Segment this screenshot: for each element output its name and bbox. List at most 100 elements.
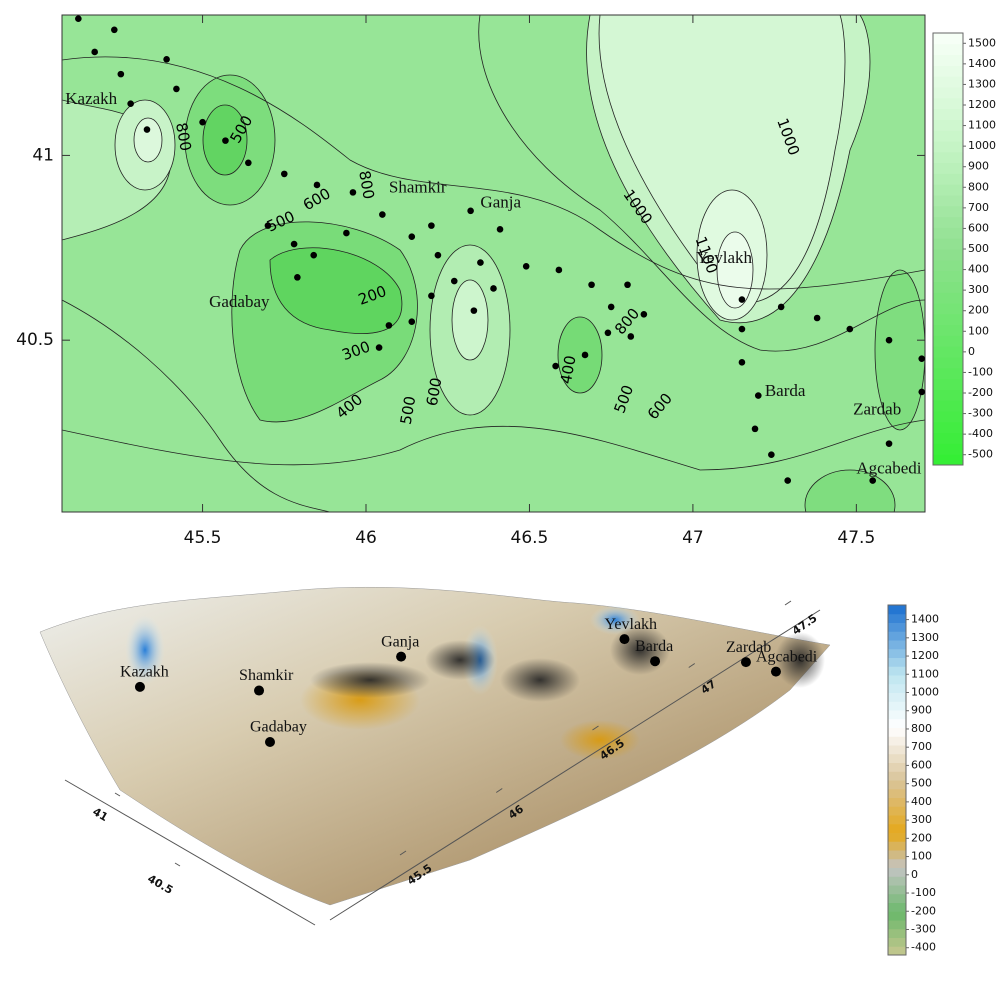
colorbar-label: 1200 xyxy=(911,649,939,662)
city-marker xyxy=(134,681,145,692)
colorbar-cell xyxy=(933,205,963,218)
colorbar-cell xyxy=(888,815,906,825)
colorbar-cell xyxy=(933,411,963,423)
colorbar-cell xyxy=(888,832,906,842)
colorbar-cell xyxy=(888,806,906,816)
colorbar-label: 500 xyxy=(968,242,989,255)
station xyxy=(477,259,484,266)
colorbar-cell xyxy=(888,858,906,868)
axis-line xyxy=(64,779,316,926)
x-tick-label: 47.5 xyxy=(837,528,875,548)
colorbar-cell xyxy=(933,33,963,45)
city-marker xyxy=(740,657,751,668)
colorbar-label: 1000 xyxy=(911,686,939,699)
colorbar-cell xyxy=(888,928,906,938)
station xyxy=(343,229,350,237)
colorbar-cell xyxy=(933,227,963,239)
station xyxy=(349,189,357,196)
station xyxy=(885,440,893,447)
x-tick xyxy=(592,725,599,731)
colorbar-cell xyxy=(933,443,963,455)
contour-label: 400 xyxy=(557,354,580,385)
colorbar-label: 100 xyxy=(911,850,932,863)
colorbar-cell xyxy=(933,270,963,282)
station xyxy=(75,15,82,22)
station xyxy=(846,325,854,333)
city-marker xyxy=(619,634,630,645)
colorbar-cell xyxy=(933,54,963,66)
station xyxy=(375,344,383,351)
station xyxy=(245,159,252,167)
contour-label: 500 xyxy=(397,395,420,426)
colorbar-cell xyxy=(888,771,906,781)
axis-line xyxy=(329,609,821,921)
station xyxy=(522,262,530,270)
station xyxy=(467,207,474,215)
station xyxy=(117,70,125,78)
city-label: Zardab xyxy=(853,399,901,418)
colorbar-cell xyxy=(933,216,963,228)
y-tick xyxy=(174,862,181,867)
colorbar-label: 0 xyxy=(911,868,918,881)
station xyxy=(627,333,635,340)
colorbar-label: 900 xyxy=(911,704,932,717)
station xyxy=(751,425,759,433)
y-tick-label: 40.5 xyxy=(16,330,54,350)
station xyxy=(428,222,435,229)
x-tick xyxy=(688,663,696,668)
colorbar-cell xyxy=(933,119,963,131)
colorbar-label: -200 xyxy=(911,904,936,917)
station xyxy=(869,477,876,484)
colorbar-cell xyxy=(888,946,906,956)
station xyxy=(581,351,589,359)
city-marker xyxy=(265,737,275,747)
station xyxy=(588,281,595,289)
city-label: Ganja xyxy=(480,192,521,211)
colorbar-frame xyxy=(887,604,907,956)
colorbar-label: 600 xyxy=(968,221,989,234)
colorbar-cell xyxy=(888,745,906,755)
colorbar-cell xyxy=(888,780,906,790)
colorbar-cell xyxy=(933,195,963,207)
colorbar-label: 1300 xyxy=(911,631,939,644)
station xyxy=(470,307,478,314)
colorbar-cell xyxy=(888,710,906,720)
colorbar-cell xyxy=(888,911,906,921)
x-tick-label: 46 xyxy=(355,528,377,548)
station xyxy=(784,477,792,484)
colorbar-label: 700 xyxy=(911,740,932,753)
station xyxy=(738,325,746,333)
colorbar-cell xyxy=(933,162,963,174)
colorbar-cell xyxy=(933,389,963,401)
colorbar-cell xyxy=(888,876,906,886)
colorbar-cell xyxy=(933,141,963,153)
colorbar-cell xyxy=(933,108,963,120)
colorbar-cell xyxy=(888,841,906,851)
contour-lines xyxy=(62,15,925,512)
map-frame xyxy=(61,14,926,513)
station xyxy=(624,281,631,289)
station xyxy=(290,240,298,248)
colorbar-cell xyxy=(933,65,963,77)
colorbar-cell xyxy=(888,902,906,912)
station xyxy=(885,336,893,344)
colorbar-label: 800 xyxy=(968,180,989,193)
station xyxy=(143,126,151,133)
x-tick-label: 47 xyxy=(682,528,704,548)
city-label: Agcabedi xyxy=(756,648,818,665)
y-tick-label: 41 xyxy=(90,805,110,824)
x-tick xyxy=(784,600,792,606)
colorbar-label: 600 xyxy=(911,758,932,771)
colorbar-cell xyxy=(888,648,906,658)
station xyxy=(496,226,504,233)
colorbar-cell xyxy=(888,727,906,737)
y-tick xyxy=(114,792,121,797)
colorbar-label: 100 xyxy=(968,324,989,337)
low xyxy=(560,720,640,760)
station xyxy=(310,251,318,259)
colorbar-cell xyxy=(933,303,963,315)
colorbar-cell xyxy=(888,893,906,903)
station xyxy=(127,100,134,107)
colorbar-cell xyxy=(888,867,906,877)
colorbar-cell xyxy=(888,718,906,728)
